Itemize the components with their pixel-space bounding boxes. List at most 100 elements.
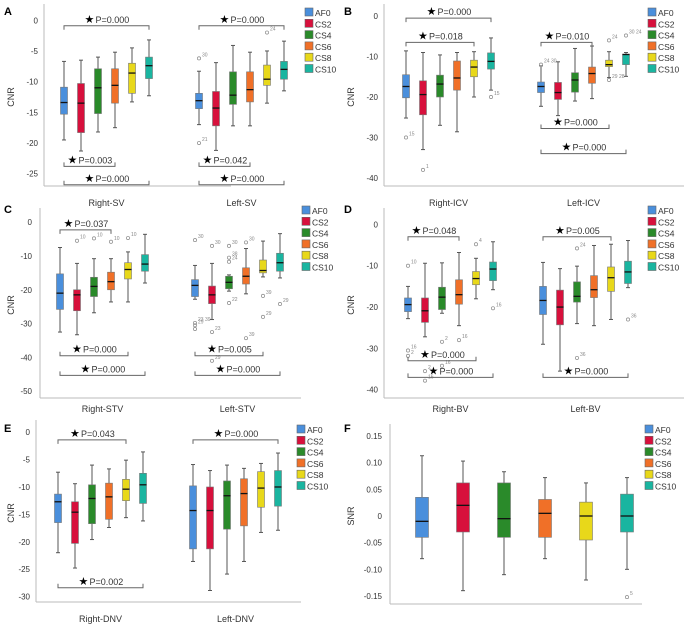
- category-label: Left-BV: [570, 404, 600, 414]
- legend-label: CS4: [307, 448, 324, 458]
- outlier-point: [109, 239, 113, 244]
- legend-label: CS8: [307, 470, 324, 480]
- legend-label: CS6: [658, 42, 675, 52]
- category-label: Left-ICV: [567, 198, 600, 208]
- box-CS6: [246, 71, 254, 103]
- legend-swatch-AF0: [296, 424, 306, 434]
- legend-swatch-AF0: [647, 7, 657, 17]
- star-icon: ★: [79, 576, 89, 588]
- significance-bracket: [194, 351, 264, 357]
- p-value-label: P=0.000: [83, 345, 117, 355]
- outlier-point: [193, 238, 197, 243]
- star-icon: ★: [412, 225, 422, 237]
- significance-bracket: [192, 439, 279, 444]
- legend-swatch-CS2: [304, 18, 314, 28]
- panel-E: E 0 -5 -10 -15 -20 -25 -30 CNR Right-DNV Left-DNV ★…: [4, 420, 329, 624]
- box-CS10: [139, 472, 147, 504]
- box-CS6: [590, 275, 598, 298]
- outlier-point: [404, 135, 408, 140]
- outlier-point: [474, 242, 478, 247]
- y-tick-label: 0: [374, 12, 379, 21]
- p-value-label: P=0.042: [214, 155, 248, 165]
- outlier-point: [244, 240, 248, 245]
- p-value-label: P=0.010: [556, 31, 590, 41]
- box-CS4: [229, 71, 237, 105]
- legend-label: CS2: [307, 436, 324, 446]
- legend-label: CS6: [655, 459, 672, 469]
- y-tick-label: -5: [23, 456, 31, 465]
- outlier-point: [227, 301, 231, 305]
- star-icon: ★: [564, 365, 574, 377]
- outlier-point: [626, 317, 630, 322]
- legend-label: CS8: [315, 53, 332, 63]
- category-label: Right-DNV: [79, 614, 122, 624]
- category-label: Right-SV: [88, 198, 124, 208]
- box-CS8: [128, 62, 136, 94]
- significance-bracket: [59, 351, 129, 357]
- legend-label: CS2: [315, 19, 332, 29]
- outlier-point: [261, 293, 265, 298]
- y-tick-label: -30: [20, 320, 32, 329]
- box-CS8: [263, 64, 271, 86]
- legend-label: CS4: [658, 31, 675, 41]
- box-AF0: [415, 497, 429, 538]
- star-icon: ★: [81, 363, 91, 375]
- star-icon: ★: [220, 173, 230, 185]
- outlier-point: [210, 358, 214, 363]
- outlier-label: 16: [411, 344, 417, 350]
- box-CS6: [105, 482, 113, 520]
- legend-swatch-CS10: [296, 481, 306, 490]
- box-CS4: [438, 286, 446, 310]
- legend-swatch-CS10: [647, 262, 657, 271]
- legend-swatch-CS8: [647, 250, 657, 260]
- outlier-point: [197, 141, 201, 145]
- legend-label: CS6: [307, 459, 324, 469]
- p-value-label: P=0.000: [573, 143, 607, 153]
- star-icon: ★: [216, 363, 226, 375]
- outlier-point: [227, 243, 231, 248]
- p-value-label: P=0.000: [564, 118, 598, 128]
- y-tick-label: -10: [366, 53, 378, 62]
- panel-label: D: [344, 204, 352, 216]
- outlier-point: [607, 78, 611, 82]
- outlier-label: 29 28: [612, 74, 625, 80]
- significance-bracket: [198, 25, 285, 30]
- panel-label: E: [4, 423, 11, 435]
- legend-label: CS8: [658, 251, 675, 261]
- outlier-label: 24: [232, 256, 238, 262]
- y-tick-label: -40: [366, 386, 378, 395]
- legend-label: AF0: [315, 8, 331, 18]
- outlier-point: [193, 327, 197, 331]
- outlier-label: 15: [494, 91, 500, 97]
- box-CS4: [573, 281, 581, 303]
- legend-swatch-CS10: [301, 262, 311, 271]
- star-icon: ★: [427, 6, 437, 18]
- box-CS8: [259, 259, 267, 274]
- y-axis-label: CNR: [6, 295, 16, 315]
- outlier-point: [261, 314, 265, 319]
- star-icon: ★: [203, 154, 213, 166]
- significance-bracket: [57, 583, 144, 589]
- outlier-point: [193, 323, 197, 328]
- p-value-label: P=0.043: [81, 429, 115, 439]
- outlier-label: 23: [215, 326, 221, 332]
- legend-swatch-CS2: [647, 18, 657, 28]
- p-value-label: P=0.000: [225, 429, 259, 439]
- outlier-point: [406, 263, 410, 268]
- box-AF0: [537, 81, 545, 93]
- legend-swatch-CS8: [304, 52, 314, 62]
- box-CS8: [124, 262, 132, 280]
- significance-bracket: [540, 124, 610, 130]
- star-icon: ★: [207, 344, 217, 356]
- box-CS8: [122, 479, 130, 501]
- legend-label: CS6: [658, 240, 675, 250]
- p-value-label: P=0.002: [90, 577, 124, 587]
- outlier-point: [406, 348, 410, 353]
- p-value-label: P=0.018: [429, 31, 463, 41]
- outlier-label: 10: [97, 232, 103, 238]
- box-CS10: [145, 56, 153, 79]
- star-icon: ★: [429, 365, 439, 377]
- y-tick-label: -40: [366, 174, 378, 183]
